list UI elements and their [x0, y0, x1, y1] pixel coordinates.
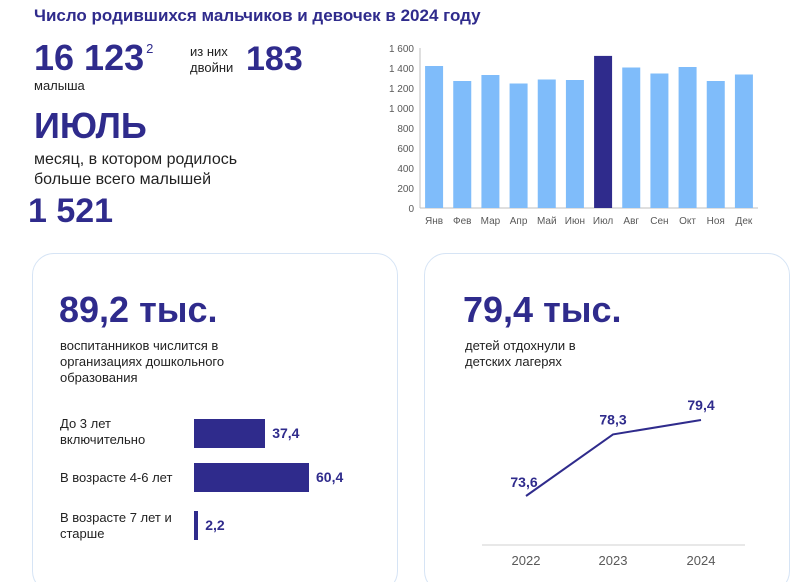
y-tick-label: 0 — [408, 204, 414, 215]
twins-label: из них двойни — [190, 44, 234, 75]
bar-Июн — [565, 80, 584, 208]
x-tick-label: Мар — [481, 216, 501, 227]
x-tick-label: 2022 — [512, 553, 541, 568]
total-births-number: 16 123 — [34, 37, 145, 78]
bar-Авг — [622, 67, 641, 208]
camps-value: 79,4 тыс. — [463, 289, 622, 330]
age-group-label: В возрасте 7 лет и старше — [60, 510, 172, 541]
bar-Окт — [678, 67, 697, 208]
x-tick-label: Дек — [736, 216, 753, 227]
x-tick-label: 2024 — [687, 553, 716, 568]
bar-Мар — [481, 75, 500, 208]
bar-Апр — [509, 83, 528, 208]
monthly-births-chart: 0 200 400 600 800 1 000 1 200 1 400 1 600 Янв Фев М… — [389, 44, 758, 227]
camps-card: 79,4 тыс. детей отдохнули в детских лаге… — [424, 253, 790, 582]
footnote-marker: 2 — [146, 41, 154, 56]
y-tick-label: 1 200 — [389, 84, 414, 95]
age-group-bar — [194, 463, 309, 492]
y-tick-label: 800 — [397, 124, 414, 135]
point-value-label: 78,3 — [599, 411, 626, 427]
x-tick-label: Сен — [650, 216, 668, 227]
bar-Июл — [594, 55, 613, 209]
x-tick-label: Ноя — [707, 216, 725, 227]
bar-Сен — [650, 73, 669, 208]
x-tick-label: Фев — [453, 216, 471, 227]
top-month-value: 1 521 — [28, 192, 114, 230]
y-tick-label: 400 — [397, 164, 414, 175]
age-group-label: До 3 лет включительно — [60, 416, 146, 447]
y-tick-label: 1 000 — [389, 104, 414, 115]
y-tick-label: 1 600 — [389, 44, 414, 55]
y-tick-label: 600 — [397, 144, 414, 155]
age-group-value: 37,4 — [272, 425, 300, 441]
preschool-value: 89,2 тыс. — [59, 289, 218, 330]
page-title: Число родившихся мальчиков и девочек в 2… — [34, 6, 481, 25]
bar-Фев — [453, 81, 472, 208]
bar-Ноя — [706, 81, 725, 208]
y-tick-label: 200 — [397, 184, 414, 195]
point-value-label: 73,6 — [510, 474, 537, 490]
x-tick-label: Июл — [593, 216, 613, 227]
x-tick-label: Янв — [425, 216, 443, 227]
y-tick-label: 1 400 — [389, 64, 414, 75]
x-tick-label: Авг — [623, 216, 639, 227]
twins-value: 183 — [246, 40, 303, 78]
x-tick-label: Июн — [565, 216, 585, 227]
point-value-label: 79,4 — [687, 397, 714, 413]
x-tick-label: Окт — [679, 216, 696, 227]
x-tick-label: Апр — [510, 216, 528, 227]
age-group-value: 60,4 — [316, 469, 344, 485]
camp-visitors-line — [525, 419, 702, 497]
bar-Дек — [734, 74, 753, 208]
x-tick-label: Май — [537, 216, 557, 227]
bar-Май — [537, 79, 556, 208]
top-month-description: месяц, в котором родилось больше всего м… — [34, 151, 238, 188]
preschool-card: 89,2 тыс. воспитанников числится в орган… — [32, 253, 398, 582]
preschool-description: воспитанников числится в организациях до… — [60, 338, 225, 385]
x-tick-label: 2023 — [599, 553, 628, 568]
age-group-bar — [194, 511, 199, 540]
age-group-value: 2,2 — [205, 517, 225, 533]
camps-description: детей отдохнули в детских лагерях — [465, 338, 576, 369]
age-group-label: В возрасте 4-6 лет — [60, 470, 173, 485]
camp-visitors-chart: 73,6 2022 78,3 2023 79,4 2024 — [482, 397, 745, 568]
bar-Янв — [425, 66, 444, 208]
top-month-name: ИЮЛЬ — [34, 105, 147, 146]
total-births-value: 16 123 2 — [34, 40, 153, 76]
age-group-bar — [194, 419, 266, 448]
total-births-label: малыша — [34, 78, 85, 93]
